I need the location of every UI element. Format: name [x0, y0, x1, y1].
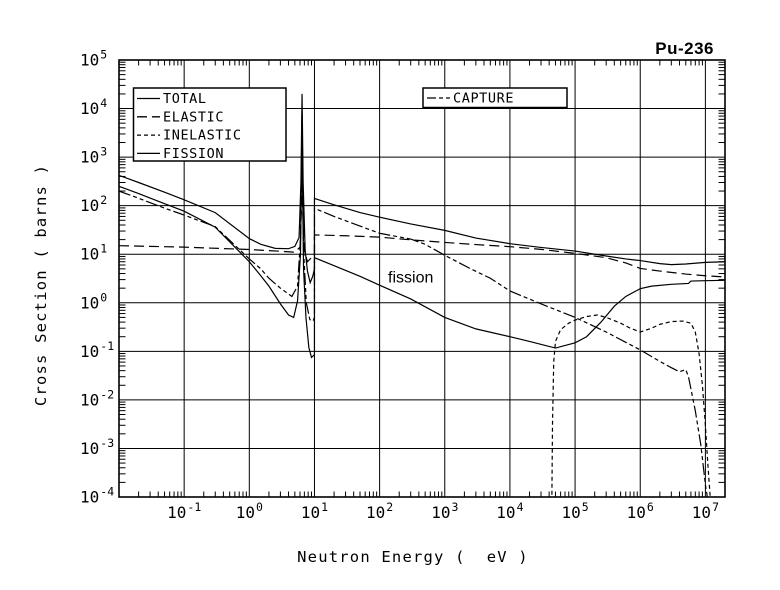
x-tick-label: 104 [496, 500, 523, 522]
tick-labels: 10-1 100 101 102 103 104 105 106 107 105 104 103 102… [80, 48, 719, 523]
isotope-title: Pu-236 [655, 39, 714, 58]
capture-curve [119, 113, 708, 497]
y-tick-label: 10-3 [80, 436, 114, 458]
legend-box-1: TOTAL ELASTIC INELASTIC FISSION [132, 87, 287, 162]
y-tick-label: 102 [80, 193, 107, 215]
legend-label-fission: FISSION [163, 146, 224, 162]
x-tick-label: 105 [561, 500, 588, 522]
minor-ticks [119, 60, 725, 497]
y-tick-label: 100 [80, 290, 107, 312]
y-tick-label: 104 [80, 96, 107, 118]
x-tick-label: 101 [301, 500, 328, 522]
y-tick-label: 10-1 [80, 339, 114, 361]
legend-box-2: CAPTURE [422, 87, 568, 109]
fission-curve [119, 137, 725, 359]
elastic-curve [119, 186, 725, 278]
x-tick-label: 103 [431, 500, 458, 522]
x-axis-title: Neutron Energy ( eV ) [297, 548, 529, 566]
fission-annotation: fission [388, 270, 433, 287]
legend-label-capture: CAPTURE [453, 91, 514, 107]
legend-label-elastic: ELASTIC [163, 109, 224, 125]
plot-frame [118, 59, 726, 498]
legend-label-inelastic: INELASTIC [163, 128, 242, 144]
x-tick-label: 10-1 [167, 500, 201, 522]
legend-frame [422, 87, 568, 109]
x-tick-label: 102 [366, 500, 393, 522]
legend-label-total: TOTAL [163, 91, 207, 107]
y-tick-label: 101 [80, 242, 107, 264]
x-tick-label: 106 [627, 500, 654, 522]
y-tick-label: 103 [80, 145, 107, 167]
x-tick-label: 100 [236, 500, 263, 522]
y-tick-label: 10-4 [80, 485, 114, 507]
data-curves [119, 93, 725, 497]
y-axis-title: Cross Section ( barns ) [32, 164, 50, 406]
y-tick-label: 105 [80, 48, 107, 70]
legend-frame [132, 87, 287, 162]
inelastic-curve [551, 314, 711, 497]
y-tick-label: 10-2 [80, 387, 114, 409]
x-tick-label: 107 [692, 500, 719, 522]
